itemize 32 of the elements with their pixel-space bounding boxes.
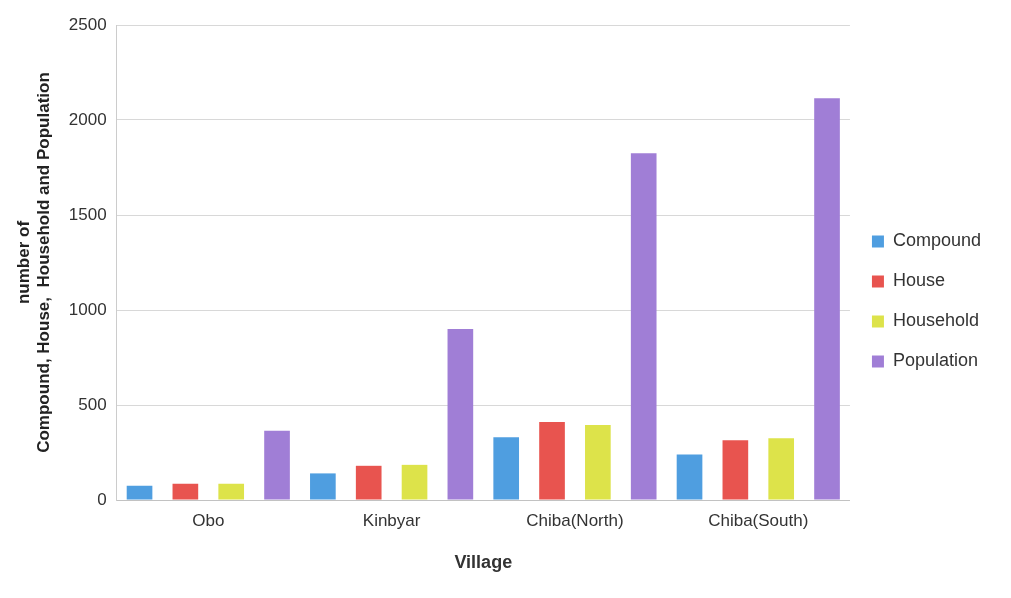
bar bbox=[355, 465, 382, 500]
legend-label: House bbox=[892, 270, 945, 291]
bar bbox=[310, 473, 336, 500]
bar bbox=[264, 430, 290, 500]
y-tick-label: 0 bbox=[97, 489, 107, 509]
legend-label: Compound bbox=[892, 230, 981, 251]
bar bbox=[447, 329, 474, 500]
y-tick-label: 1000 bbox=[68, 299, 107, 319]
x-axis-title: Village bbox=[454, 552, 513, 573]
y-axis-title: number of Compound, House, Household and Population bbox=[13, 72, 54, 453]
legend-label: Population bbox=[892, 350, 979, 371]
bar bbox=[814, 98, 840, 500]
x-tick-label: Kinbyar bbox=[362, 510, 421, 530]
y-tick-label: 2500 bbox=[68, 14, 107, 34]
x-tick-label: Chiba(South) bbox=[708, 510, 809, 530]
x-tick-label: Obo bbox=[192, 510, 225, 530]
bar bbox=[218, 483, 245, 500]
bar bbox=[493, 437, 520, 500]
bar bbox=[539, 422, 565, 500]
bar bbox=[585, 424, 611, 500]
y-tick-label: 500 bbox=[78, 394, 107, 414]
bar bbox=[401, 464, 428, 500]
bar bbox=[630, 153, 657, 500]
x-tick-label: Chiba(North) bbox=[526, 510, 624, 530]
bar bbox=[676, 454, 703, 500]
y-tick-label: 1500 bbox=[68, 204, 107, 224]
bar bbox=[172, 483, 199, 500]
y-tick-label: 2000 bbox=[68, 109, 107, 129]
bar bbox=[126, 485, 153, 500]
bar bbox=[768, 438, 795, 500]
legend-label: Household bbox=[892, 310, 979, 331]
bar bbox=[722, 440, 749, 500]
